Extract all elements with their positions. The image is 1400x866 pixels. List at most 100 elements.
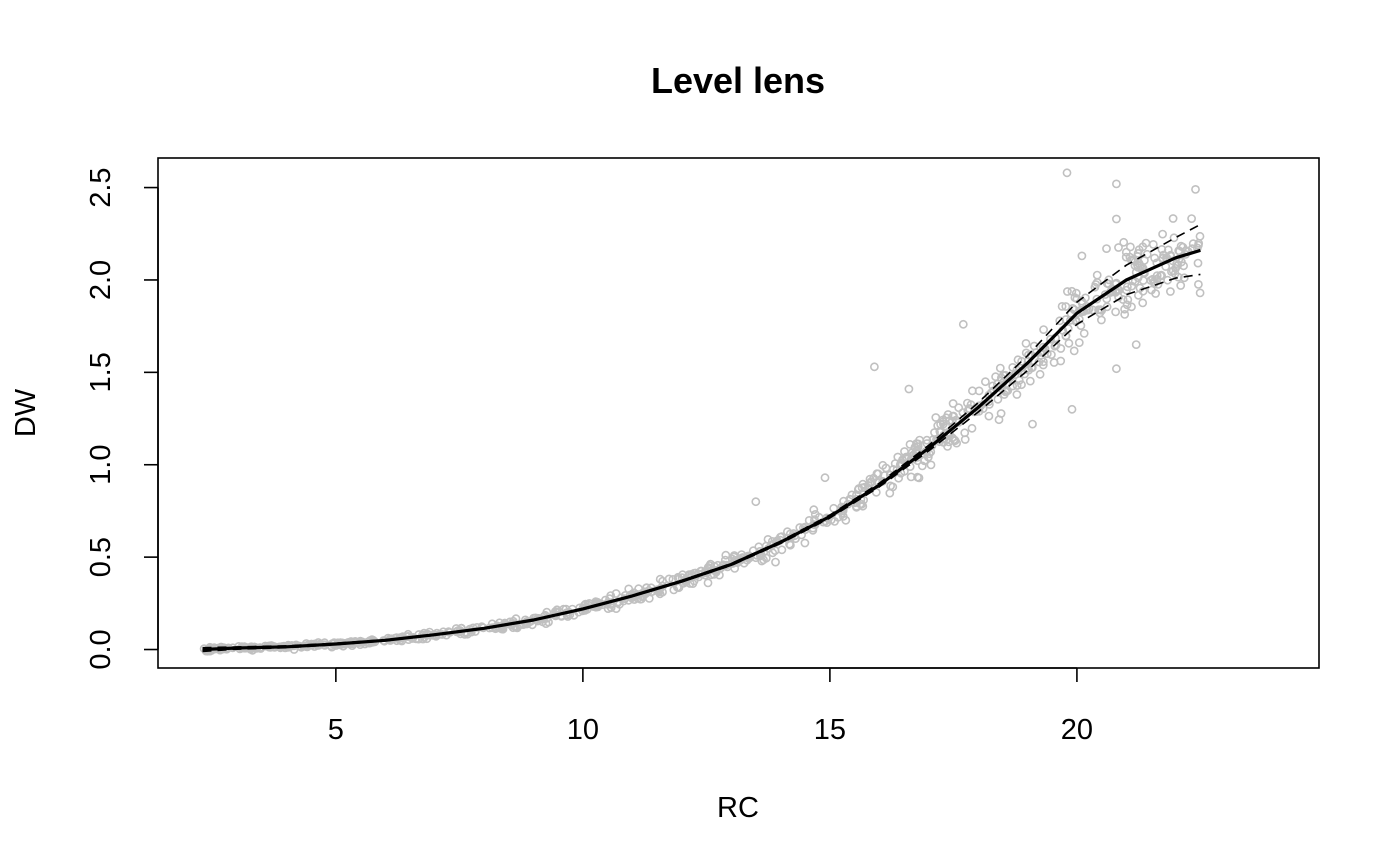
- data-point: [948, 399, 958, 408]
- data-point: [1049, 358, 1059, 367]
- data-point: [922, 435, 932, 445]
- data-point: [1114, 243, 1123, 252]
- data-point: [967, 423, 977, 433]
- data-point: [1025, 376, 1035, 386]
- data-point: [1121, 252, 1131, 262]
- data-point: [1134, 245, 1144, 255]
- data-point: [985, 399, 994, 409]
- data-point: [926, 460, 936, 470]
- data-point: [1123, 295, 1133, 305]
- data-point-outlier: [1176, 281, 1186, 290]
- data-point-outlier: [1121, 247, 1131, 257]
- data-point: [1102, 294, 1112, 304]
- data-point: [917, 461, 927, 471]
- x-tick-label: 15: [814, 714, 846, 746]
- data-point: [1123, 282, 1132, 292]
- data-point: [1017, 380, 1026, 390]
- data-point: [1127, 281, 1137, 291]
- data-point: [1179, 273, 1189, 283]
- data-point: [865, 474, 875, 484]
- data-point: [611, 604, 621, 613]
- data-point: [948, 411, 958, 421]
- data-point: [885, 488, 895, 498]
- data-point: [544, 617, 553, 627]
- data-point: [1195, 288, 1205, 298]
- data-point: [1092, 278, 1102, 287]
- data-point: [1193, 258, 1203, 268]
- x-tick-label: 10: [567, 714, 599, 746]
- data-point: [1150, 253, 1159, 263]
- data-point: [771, 557, 780, 567]
- data-point: [1166, 287, 1175, 296]
- data-point: [703, 578, 713, 588]
- data-point: [1039, 325, 1048, 334]
- data-point: [1046, 334, 1055, 344]
- x-tick-label: 20: [1061, 714, 1093, 746]
- data-point: [1050, 341, 1060, 351]
- data-point: [984, 411, 994, 421]
- data-point-outlier: [1112, 179, 1121, 189]
- data-point: [881, 463, 891, 473]
- y-tick-label: 2.0: [85, 260, 117, 300]
- data-point: [1069, 346, 1079, 356]
- y-tick-label: 1.5: [85, 352, 117, 392]
- data-point: [1174, 246, 1184, 256]
- data-point: [991, 372, 1000, 382]
- data-point: [1146, 275, 1156, 285]
- data-point: [894, 473, 903, 483]
- data-point: [1039, 357, 1048, 367]
- data-point-outlier: [820, 473, 830, 483]
- data-point: [1187, 214, 1196, 223]
- data-point: [1126, 242, 1135, 252]
- data-point: [1122, 300, 1132, 310]
- data-point: [1169, 233, 1179, 243]
- data-point: [1138, 298, 1148, 308]
- data-point: [1055, 316, 1065, 326]
- data-point: [995, 363, 1005, 373]
- data-point: [1063, 287, 1072, 296]
- data-point: [1079, 328, 1089, 338]
- data-point: [1097, 315, 1106, 325]
- data-point: [1195, 231, 1205, 241]
- y-tick-label: 1.0: [85, 445, 117, 485]
- confidence-band-line-2: [202, 273, 1201, 653]
- data-point: [1057, 301, 1067, 311]
- data-point-outlier: [1112, 364, 1121, 374]
- data-point: [939, 419, 948, 429]
- data-point-outlier: [1131, 340, 1141, 349]
- data-point: [1029, 341, 1039, 351]
- data-point-outlier: [1028, 419, 1037, 429]
- data-point: [1027, 363, 1037, 372]
- data-point: [931, 413, 941, 422]
- data-point-outlier: [870, 362, 879, 372]
- data-point: [1152, 271, 1162, 280]
- data-point: [1111, 307, 1120, 317]
- data-point: [1038, 360, 1048, 370]
- data-point: [1138, 286, 1148, 296]
- data-point: [1071, 288, 1081, 298]
- data-point-outlier: [904, 384, 914, 394]
- fit-lines: [202, 223, 1201, 653]
- y-axis-label: DW: [10, 388, 42, 437]
- data-point: [950, 436, 960, 446]
- data-point: [1035, 369, 1045, 379]
- data-point: [1013, 355, 1023, 365]
- data-point: [920, 456, 929, 466]
- data-point: [1066, 315, 1075, 325]
- data-point: [1038, 342, 1048, 352]
- data-point: [1134, 290, 1143, 300]
- data-point: [1173, 272, 1183, 282]
- data-point: [930, 428, 939, 437]
- data-point: [858, 479, 868, 489]
- data-point: [1119, 237, 1129, 247]
- data-point: [1120, 309, 1130, 319]
- data-point: [1067, 286, 1077, 296]
- data-point: [721, 550, 731, 560]
- data-point: [1096, 305, 1105, 314]
- data-point: [943, 441, 952, 451]
- data-point: [637, 594, 646, 604]
- data-point: [1156, 270, 1166, 280]
- data-point-outlier: [751, 497, 761, 507]
- data-point: [800, 538, 810, 548]
